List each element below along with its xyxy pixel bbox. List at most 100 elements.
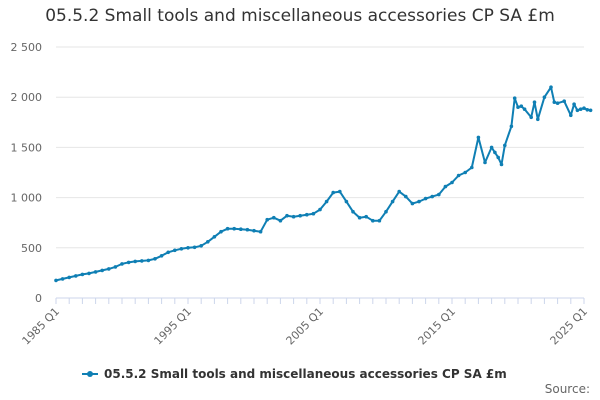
- data-point[interactable]: [258, 229, 263, 234]
- data-point[interactable]: [499, 162, 504, 167]
- data-point[interactable]: [344, 199, 349, 204]
- y-tick-label: 0: [35, 292, 42, 305]
- data-point[interactable]: [239, 227, 243, 231]
- data-point[interactable]: [522, 107, 527, 111]
- data-point[interactable]: [166, 250, 170, 255]
- data-point[interactable]: [569, 113, 573, 118]
- data-point[interactable]: [324, 199, 329, 204]
- data-point[interactable]: [357, 215, 362, 220]
- series-layer[interactable]: [54, 85, 593, 283]
- source-label: Source:: [545, 382, 590, 396]
- data-point[interactable]: [575, 108, 580, 113]
- axis-layer: 0 500 1 000 1 500 2 000 2 500 1985 Q1 1995 Q1 20…: [11, 41, 591, 347]
- series-line[interactable]: [55, 86, 591, 282]
- data-point[interactable]: [74, 274, 78, 278]
- data-point[interactable]: [219, 229, 223, 234]
- data-point[interactable]: [107, 267, 111, 271]
- data-point[interactable]: [588, 108, 593, 113]
- data-point[interactable]: [318, 207, 322, 212]
- data-point[interactable]: [519, 104, 524, 108]
- data-point[interactable]: [245, 227, 250, 232]
- data-point[interactable]: [417, 199, 421, 204]
- data-point[interactable]: [555, 101, 560, 105]
- data-point[interactable]: [272, 215, 276, 220]
- data-point[interactable]: [126, 260, 131, 265]
- data-point[interactable]: [120, 262, 124, 266]
- legend[interactable]: 05.5.2 Small tools and miscellaneous acc…: [82, 367, 507, 381]
- data-point[interactable]: [397, 189, 402, 194]
- data-point[interactable]: [331, 190, 336, 195]
- data-point[interactable]: [496, 155, 501, 160]
- data-point[interactable]: [549, 85, 553, 89]
- data-point[interactable]: [542, 95, 547, 99]
- data-point[interactable]: [450, 180, 454, 185]
- data-point[interactable]: [225, 226, 230, 231]
- data-point[interactable]: [384, 209, 388, 214]
- data-point[interactable]: [252, 228, 256, 233]
- data-point[interactable]: [133, 259, 137, 264]
- data-point[interactable]: [476, 135, 481, 140]
- data-point[interactable]: [562, 99, 566, 103]
- data-point[interactable]: [516, 105, 520, 109]
- data-point[interactable]: [552, 100, 557, 104]
- data-point[interactable]: [192, 245, 197, 250]
- data-point[interactable]: [87, 271, 91, 276]
- data-point[interactable]: [199, 244, 203, 248]
- data-point[interactable]: [529, 115, 533, 120]
- data-point[interactable]: [503, 143, 507, 148]
- data-point[interactable]: [285, 213, 289, 218]
- data-point[interactable]: [186, 246, 190, 250]
- data-point[interactable]: [93, 270, 98, 274]
- data-point[interactable]: [338, 189, 342, 194]
- data-point[interactable]: [536, 117, 540, 122]
- data-point[interactable]: [437, 192, 441, 197]
- data-point[interactable]: [578, 107, 583, 111]
- data-point[interactable]: [443, 184, 448, 189]
- data-point[interactable]: [311, 211, 316, 216]
- y-tick-label: 2 500: [11, 41, 43, 54]
- data-point[interactable]: [470, 165, 474, 170]
- data-point[interactable]: [489, 145, 494, 150]
- data-point[interactable]: [146, 258, 151, 263]
- data-point[interactable]: [100, 268, 104, 273]
- data-point[interactable]: [173, 248, 177, 253]
- data-point[interactable]: [298, 213, 303, 218]
- data-point[interactable]: [140, 259, 144, 263]
- data-point[interactable]: [212, 235, 217, 239]
- data-point[interactable]: [305, 212, 309, 217]
- data-point[interactable]: [390, 199, 395, 204]
- data-point[interactable]: [430, 194, 435, 199]
- data-point[interactable]: [232, 226, 236, 231]
- data-point[interactable]: [278, 218, 283, 223]
- data-point[interactable]: [532, 100, 537, 104]
- data-point[interactable]: [113, 265, 118, 269]
- data-point[interactable]: [509, 124, 514, 129]
- data-point[interactable]: [404, 194, 408, 199]
- data-point[interactable]: [179, 247, 184, 251]
- data-point[interactable]: [410, 201, 415, 206]
- data-point[interactable]: [206, 240, 210, 244]
- data-point[interactable]: [377, 218, 382, 223]
- data-point[interactable]: [585, 108, 590, 112]
- data-point[interactable]: [572, 102, 576, 106]
- data-point[interactable]: [80, 272, 85, 277]
- data-point[interactable]: [493, 150, 497, 155]
- data-point[interactable]: [54, 278, 58, 283]
- data-point[interactable]: [512, 96, 517, 100]
- data-point[interactable]: [463, 170, 468, 175]
- data-point[interactable]: [364, 214, 369, 219]
- data-point[interactable]: [582, 106, 586, 110]
- data-point[interactable]: [159, 254, 164, 258]
- data-point[interactable]: [483, 160, 487, 165]
- data-point[interactable]: [423, 196, 428, 201]
- data-point[interactable]: [265, 217, 270, 222]
- data-point[interactable]: [60, 277, 65, 281]
- data-point[interactable]: [291, 214, 296, 219]
- data-point[interactable]: [351, 209, 355, 214]
- data-point[interactable]: [371, 218, 375, 223]
- data-point[interactable]: [456, 173, 461, 178]
- data-point[interactable]: [67, 275, 71, 280]
- legend-label[interactable]: 05.5.2 Small tools and miscellaneous acc…: [104, 367, 507, 381]
- data-point[interactable]: [153, 257, 157, 261]
